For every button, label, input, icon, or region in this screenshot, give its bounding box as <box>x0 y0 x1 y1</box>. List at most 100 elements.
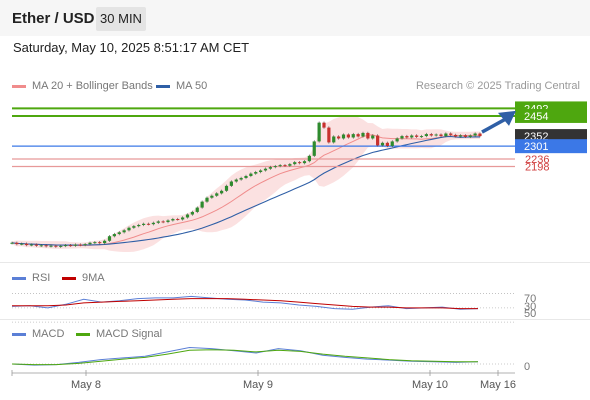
candle <box>249 173 253 176</box>
legend-ma50-label: MA 50 <box>176 80 208 92</box>
candle <box>195 207 199 212</box>
candle <box>98 242 102 244</box>
legend-macd: MACD <box>12 328 64 340</box>
candle <box>278 165 282 167</box>
candle <box>185 214 190 218</box>
candle <box>322 122 326 128</box>
candle <box>288 164 292 166</box>
bollinger-band <box>12 115 480 253</box>
legend-macd-signal: MACD Signal <box>76 328 162 340</box>
candle <box>10 242 14 244</box>
candle <box>341 134 346 139</box>
legend-9ma: 9MA <box>62 272 105 284</box>
candle <box>103 240 107 244</box>
candle <box>434 134 438 136</box>
candle <box>410 135 414 138</box>
candle <box>190 211 194 215</box>
ma50-swatch <box>156 84 170 88</box>
candle <box>478 133 482 137</box>
candle <box>15 242 19 245</box>
candle <box>390 141 394 146</box>
candle <box>49 245 53 247</box>
candle <box>424 134 428 137</box>
candle <box>59 245 63 247</box>
candle <box>268 167 272 169</box>
candle <box>78 244 82 246</box>
legend-ma20: MA 20 + Bollinger Bands <box>12 80 153 92</box>
candle <box>137 224 141 227</box>
candle <box>132 226 136 228</box>
candle <box>273 166 277 168</box>
candle <box>93 242 97 244</box>
level-2198-label: 2198 <box>525 162 549 174</box>
candle <box>380 142 385 146</box>
candle <box>20 243 24 245</box>
legend-rsi-label: RSI <box>32 272 51 284</box>
candle <box>73 244 77 246</box>
macd-swatch <box>12 332 26 336</box>
candle <box>68 245 73 247</box>
candle <box>419 136 424 138</box>
candle <box>34 244 38 246</box>
candle <box>64 245 68 247</box>
candle <box>171 219 175 221</box>
legend-ma20-label: MA 20 + Bollinger Bands <box>32 80 153 92</box>
x-tick-label: May 10 <box>412 379 448 391</box>
candle <box>122 230 126 233</box>
interval-badge[interactable]: 30 MIN <box>96 7 146 31</box>
candle <box>220 190 224 194</box>
candle <box>473 133 477 136</box>
candle <box>210 195 214 198</box>
candle <box>312 141 316 156</box>
candle <box>112 234 116 237</box>
credit-text: Research © 2025 Trading Central <box>415 80 580 92</box>
candle <box>337 136 341 139</box>
candle <box>376 135 380 146</box>
timestamp: Saturday, May 10, 2025 8:51:17 AM CET <box>13 40 250 55</box>
candle <box>346 134 350 138</box>
legend-macd-signal-label: MACD Signal <box>96 328 163 340</box>
candle <box>234 179 238 182</box>
candle <box>385 142 389 146</box>
candle <box>307 155 311 162</box>
level-2454-tag <box>515 108 587 123</box>
level-2301-label: 2301 <box>524 141 548 153</box>
level-2454-label: 2454 <box>524 111 548 123</box>
candle <box>29 244 34 246</box>
macd-tick-0: 0 <box>524 361 530 373</box>
candle <box>283 165 287 167</box>
candle <box>181 217 185 220</box>
candle <box>44 245 48 247</box>
candle <box>458 135 463 137</box>
legend-macd-label: MACD <box>32 328 65 340</box>
candle <box>39 245 43 247</box>
rsi-tick-50: 50 <box>524 308 536 320</box>
candle <box>366 132 370 139</box>
candle <box>215 193 219 196</box>
rsi-swatch <box>12 276 26 280</box>
macd-line <box>11 346 479 366</box>
candle <box>415 135 419 137</box>
candle <box>463 135 467 137</box>
ma9-swatch <box>62 276 76 280</box>
candle <box>54 245 58 247</box>
candle <box>239 177 243 180</box>
candle <box>327 127 331 143</box>
candle <box>127 227 131 231</box>
x-tick-label: May 8 <box>71 379 101 391</box>
candle <box>205 197 209 202</box>
candle <box>298 162 302 164</box>
candle <box>405 136 409 138</box>
chart-header: Ether / USD 30 MIN <box>0 0 590 36</box>
ma20-swatch <box>12 84 26 88</box>
legend-9ma-label: 9MA <box>82 272 105 284</box>
forecast-arrowhead <box>498 110 516 126</box>
forecast-arrow <box>481 117 507 134</box>
candle <box>444 133 448 137</box>
candle <box>83 244 87 246</box>
candle <box>400 136 404 139</box>
candle <box>88 242 92 245</box>
candle <box>356 134 360 137</box>
candle <box>254 172 258 174</box>
